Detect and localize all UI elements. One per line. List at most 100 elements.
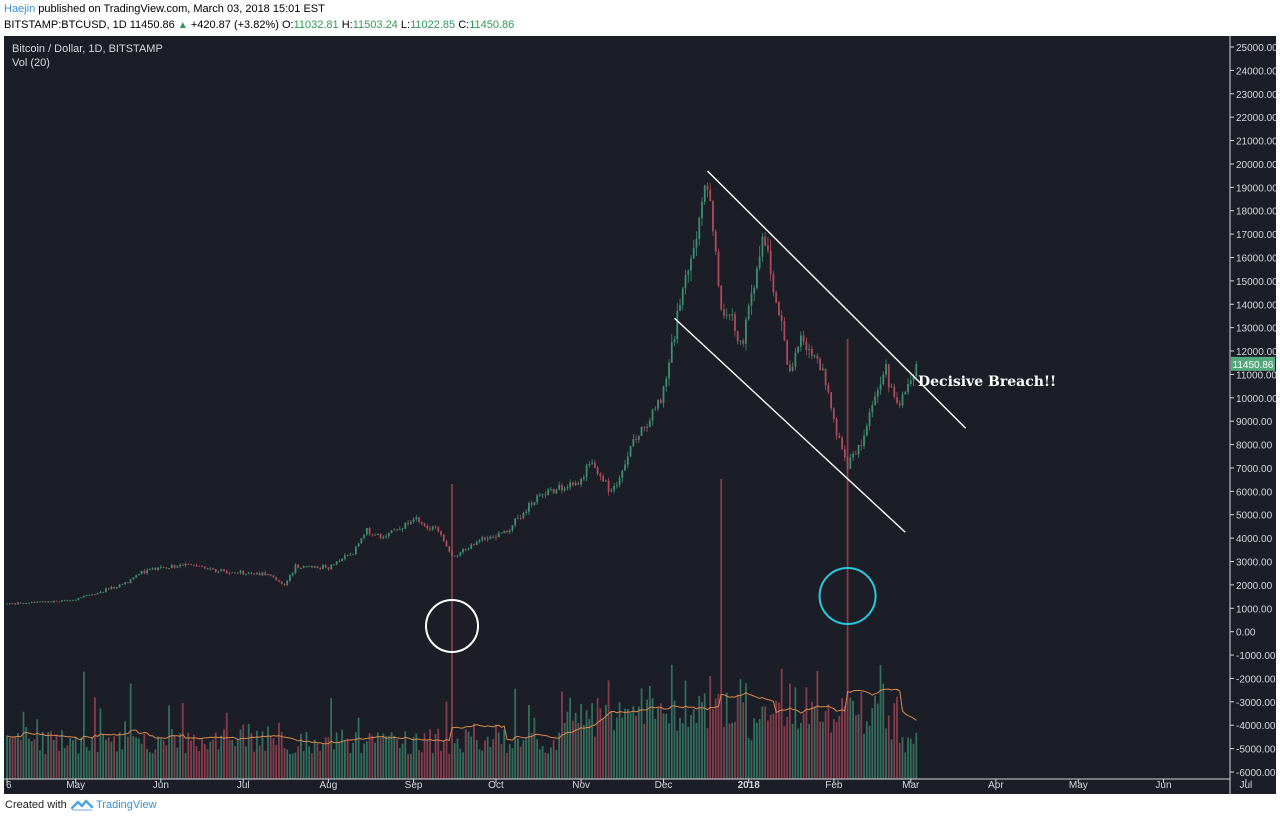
candle-body <box>489 536 492 539</box>
candle-body <box>124 582 127 585</box>
candle-body <box>143 570 146 574</box>
candle-body <box>135 575 138 578</box>
candle-body <box>393 529 396 531</box>
candle-body <box>610 490 613 492</box>
decisive-breach-annotation: Decisive Breach!! <box>918 374 1056 390</box>
volume-bar <box>827 704 830 779</box>
volume-bar <box>640 688 643 779</box>
volume-bar <box>734 721 736 779</box>
volume-bar <box>555 750 558 779</box>
volume-bar <box>786 716 789 779</box>
candle-body <box>343 555 346 559</box>
candle-body <box>657 399 659 409</box>
price-change: +420.87 (+3.82%) <box>190 19 279 31</box>
candle-body <box>316 566 319 568</box>
candle-body <box>113 586 116 589</box>
volume-bar <box>865 721 868 779</box>
candle-body <box>569 482 572 488</box>
volume-bar <box>431 753 434 779</box>
x-tick-label: May <box>66 780 85 791</box>
candle-body <box>802 335 805 342</box>
volume-bar <box>503 729 506 779</box>
candle-body <box>17 602 19 605</box>
volume-bar <box>547 753 550 779</box>
candle-body <box>799 335 802 347</box>
candle-body <box>819 358 822 370</box>
volume-bar <box>44 753 47 779</box>
x-tick-label: Jun <box>1155 780 1171 791</box>
author-link[interactable]: Haejin <box>4 3 36 15</box>
volume-bar <box>558 732 561 779</box>
volume-bar <box>187 732 190 779</box>
candle-body <box>247 572 250 574</box>
volume-bar <box>681 723 684 779</box>
candle-body <box>629 446 632 457</box>
candle-body <box>778 302 780 316</box>
volume-bar <box>22 711 25 779</box>
volume-bar <box>140 743 143 779</box>
volume-bar <box>72 740 74 779</box>
volume-bar <box>440 750 442 779</box>
candle-body <box>896 397 898 404</box>
candle-body <box>813 355 816 357</box>
candle-body <box>335 561 338 565</box>
candle-body <box>33 601 36 603</box>
volume-bar <box>602 719 604 779</box>
volume-bar <box>170 729 173 779</box>
candle-body <box>39 601 41 603</box>
x-tick-label: Sep <box>405 780 423 791</box>
volume-bar <box>591 703 594 779</box>
volume-bar <box>272 738 275 779</box>
candle-body <box>91 594 94 596</box>
volume-bar <box>626 708 629 779</box>
volume-bar <box>451 484 453 779</box>
volume-bar <box>426 740 429 779</box>
price-chart[interactable]: Decisive Breach!! 25000.00 24000.00 23000.… <box>4 36 1276 794</box>
candle-body <box>77 597 80 600</box>
candle-body <box>791 366 794 372</box>
candle-body <box>684 274 687 289</box>
volume-bar <box>530 732 533 779</box>
volume-bar <box>629 712 632 779</box>
candle-body <box>376 533 379 535</box>
candle-body <box>181 564 184 566</box>
candle-body <box>22 603 25 605</box>
volume-bar <box>19 740 22 779</box>
candle-body <box>225 570 228 574</box>
volume-bar <box>703 693 706 779</box>
y-tick-label: -1000.00 <box>1236 651 1276 662</box>
volume-bar <box>654 718 657 779</box>
candle-body <box>162 567 165 568</box>
candle-body <box>550 489 552 490</box>
candle-body <box>354 546 357 554</box>
candle-body <box>398 528 401 530</box>
volume-bar <box>635 715 637 779</box>
volume-bar <box>571 720 574 779</box>
volume-bar <box>874 695 876 779</box>
candle-body <box>863 435 865 447</box>
candle-body <box>41 601 44 603</box>
volume-bar <box>511 748 514 779</box>
volume-bar <box>835 722 838 779</box>
candle-body <box>44 601 47 603</box>
volume-bar <box>448 753 451 779</box>
volume-bar <box>797 728 800 779</box>
candle-body <box>887 364 890 388</box>
candle-body <box>179 564 181 567</box>
volume-bar <box>868 725 871 779</box>
candle-body <box>756 268 758 288</box>
candle-body <box>865 425 868 436</box>
annotations: Decisive Breach!! <box>425 170 1056 653</box>
volume-bar <box>852 700 854 779</box>
y-tick-label: -2000.00 <box>1236 674 1276 685</box>
volume-bar <box>66 745 69 779</box>
chart-panel[interactable]: Decisive Breach!! 25000.00 24000.00 23000.… <box>4 36 1276 794</box>
volume-bar <box>55 734 58 779</box>
volume-bar <box>791 723 794 779</box>
volume-bar <box>613 730 615 779</box>
candle-body <box>563 488 566 491</box>
tradingview-brand-link[interactable]: TradingView <box>96 799 157 811</box>
volume-bar <box>695 722 698 779</box>
candle-body <box>349 554 352 556</box>
candle-body <box>651 409 654 421</box>
